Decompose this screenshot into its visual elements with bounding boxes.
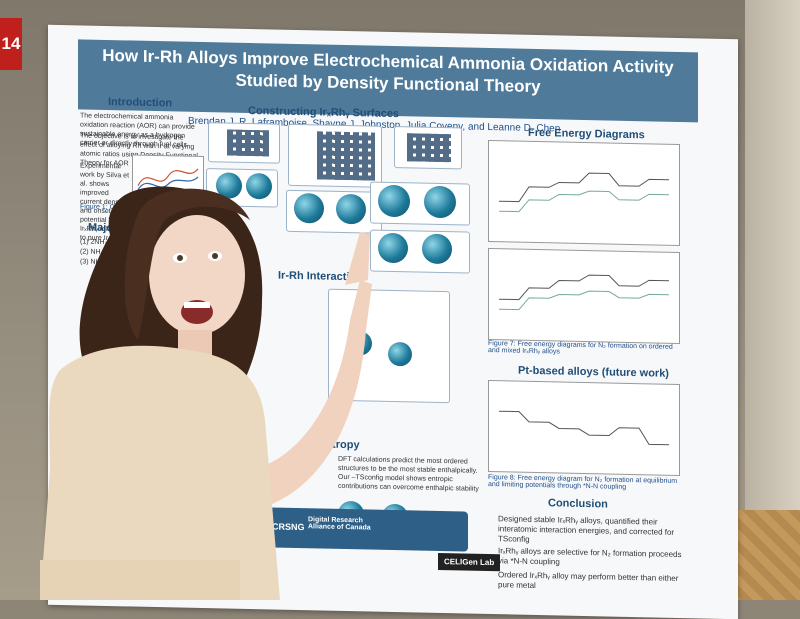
pointing-finger — [345, 232, 370, 285]
teeth — [184, 302, 210, 308]
presenter-person — [40, 186, 372, 600]
floor — [730, 510, 800, 600]
free-energy-plot-2 — [488, 247, 680, 345]
pt-free-energy-plot — [488, 379, 680, 477]
tank-hem — [40, 560, 240, 600]
tank-top — [40, 345, 280, 600]
hair-front — [124, 188, 250, 340]
cyclic-voltammogram-plot — [132, 154, 204, 204]
face — [149, 215, 245, 335]
research-poster: How Ir-Rh Alloys Improve Electrochemical… — [48, 24, 738, 619]
left-pupil — [177, 255, 183, 261]
wall-corner — [745, 0, 800, 600]
right-pupil — [212, 253, 218, 259]
room-number-tag: 14 — [0, 18, 22, 70]
free-energy-plot-1 — [488, 139, 680, 247]
